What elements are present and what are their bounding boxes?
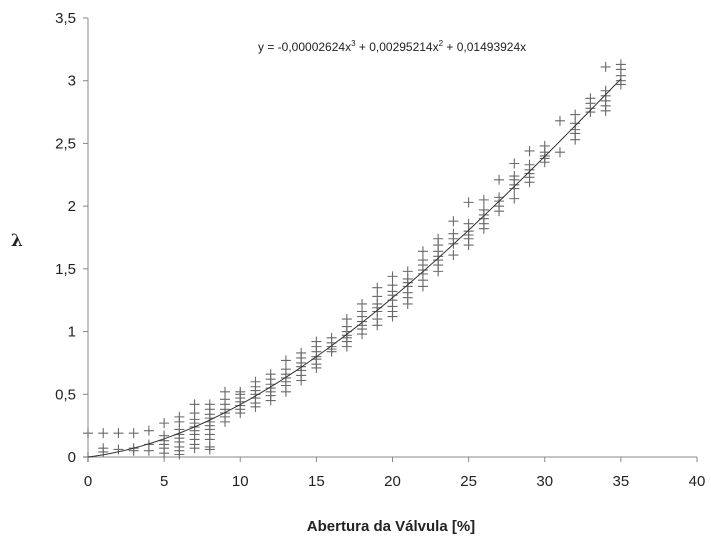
data-point [372,320,383,331]
x-tick-label: 20 [384,473,401,490]
data-point [326,346,337,357]
data-point [554,115,565,126]
data-point [174,449,185,460]
data-point [417,281,428,292]
y-tick-label: 2,5 [55,135,76,152]
data-point [143,445,154,456]
data-point [235,408,246,419]
equation-exp-2: 2 [439,39,444,48]
y-tick-label: 2 [68,198,76,215]
data-point [463,197,474,208]
data-point [433,266,444,277]
data-point [220,416,231,427]
data-point [113,444,124,455]
data-point [113,428,124,439]
y-axis-label: λ [11,231,23,251]
data-point [494,174,505,185]
data-point [387,271,398,282]
data-point [296,375,307,386]
trendline-equation: y = -0,00002624x3 + 0,00295214x2 + 0,014… [258,39,526,54]
data-points [83,59,626,462]
x-axis-label: Abertura da Válvula [%] [307,518,475,535]
data-point [250,401,261,412]
data-point [357,329,368,340]
data-point [128,428,139,439]
x-tick-label: 0 [84,473,92,490]
equation-part-3: + 0,01493924x [443,40,526,54]
data-point [570,134,581,145]
data-point [341,341,352,352]
data-point [311,362,322,373]
data-point [509,183,520,194]
data-point [83,428,93,439]
data-point [524,177,535,188]
data-point [189,443,200,454]
x-tick-label: 35 [613,473,630,490]
data-point [570,109,581,120]
y-tick-label: 0 [68,449,76,466]
y-tick-label: 0,5 [55,386,76,403]
data-point [280,386,291,397]
data-point [159,418,170,429]
y-tick-label: 3 [68,73,76,90]
data-point [159,448,170,459]
data-point [204,444,215,455]
data-point [448,216,459,227]
trendline [87,78,622,458]
data-point [417,246,428,257]
equation-exp-3: 3 [351,39,356,48]
data-point [524,145,535,156]
data-point [615,79,626,90]
data-point [463,240,474,251]
y-tick-label: 3,5 [55,10,76,27]
equation-part-1: y = -0,00002624x [258,40,351,54]
data-point [387,311,398,322]
data-point [265,395,276,406]
data-point [372,282,383,293]
data-point [98,446,109,457]
y-tick-label: 1,5 [55,261,76,278]
x-tick-label: 25 [460,473,477,490]
data-point [280,355,291,366]
equation-part-2: + 0,00295214x [356,40,439,54]
data-point [98,428,109,439]
data-point [600,105,611,116]
x-tick-label: 30 [536,473,553,490]
data-point [539,157,550,168]
x-tick-label: 40 [689,473,706,490]
x-tick-label: 10 [232,473,249,490]
data-point [554,147,565,158]
x-tick-label: 5 [160,473,168,490]
data-point [478,194,489,205]
data-point [402,298,413,309]
data-point [494,206,505,217]
data-point [189,399,200,410]
data-point [600,61,611,72]
x-axis-ticks: 0 5 10 15 20 25 30 35 40 [84,457,706,490]
data-point [448,250,459,261]
y-tick-label: 1 [68,324,76,341]
data-point [128,445,139,456]
data-point [585,107,596,118]
x-tick-label: 15 [308,473,325,490]
data-point [509,193,520,204]
data-point [509,158,520,169]
y-axis-ticks: 0 0,5 1 1,5 2 2,5 3 3,5 [55,10,88,466]
data-point [478,223,489,234]
data-point [143,425,154,436]
